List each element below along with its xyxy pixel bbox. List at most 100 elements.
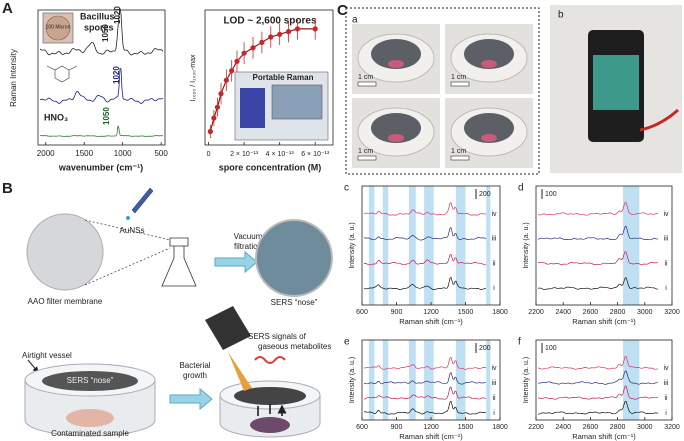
spectrum <box>537 355 659 370</box>
axis-label: Raman shift (cm⁻¹) <box>399 317 463 326</box>
scale-label: 200 <box>479 191 491 198</box>
x-tick-label: 2800 <box>610 309 626 316</box>
axis-label: Raman Intensity <box>9 49 18 107</box>
x-tick-label: 600 <box>356 424 368 431</box>
micrograph-disc <box>45 15 71 41</box>
spectrum <box>537 370 658 385</box>
band <box>424 186 434 305</box>
panel-label: B <box>2 180 13 197</box>
spectrum <box>537 225 658 241</box>
axis-label: Intensity (a. u.) <box>523 357 530 403</box>
axis-label: spore concentration (M) <box>219 162 322 172</box>
scale-label: 1 cm <box>451 148 466 155</box>
caption: SERS signals of <box>248 332 307 341</box>
x-tick-label: 500 <box>154 149 168 158</box>
data-point <box>223 77 229 83</box>
data-point <box>214 104 221 110</box>
spectrum <box>538 400 659 415</box>
probe <box>228 352 252 391</box>
step-label: Vacuum <box>234 232 263 241</box>
sub-label: f <box>518 337 521 348</box>
pipette <box>131 187 154 214</box>
reference-label: HNO₃ <box>44 112 68 122</box>
data-point <box>218 91 224 97</box>
spectrum <box>538 385 659 400</box>
band <box>455 340 466 420</box>
panel-label: C <box>337 2 348 19</box>
sub-label: c <box>344 183 349 194</box>
x-tick-label: 2400 <box>555 424 571 431</box>
trace-label: iii <box>492 380 497 387</box>
signal-wave <box>254 356 286 364</box>
x-tick-label: 900 <box>391 424 403 431</box>
band <box>623 340 640 420</box>
scale-label: 1 cm <box>451 74 466 81</box>
spectrum <box>363 371 487 385</box>
band <box>368 186 375 305</box>
axis-label: Intensity (a. u.) <box>349 357 356 403</box>
guide <box>84 247 171 286</box>
caption: SERS “nose” <box>271 298 318 307</box>
spectrum <box>363 253 487 266</box>
axis-label: Raman shift (cm⁻¹) <box>399 432 463 441</box>
trace-label: iii <box>664 380 669 387</box>
band <box>408 340 416 420</box>
x-tick-label: 3000 <box>637 309 653 316</box>
x-tick-label: 3200 <box>664 424 680 431</box>
trace-label: ii <box>492 395 496 402</box>
x-tick-label: 3000 <box>637 424 653 431</box>
flask <box>161 237 197 287</box>
band <box>486 186 491 305</box>
spectrum <box>39 125 164 137</box>
axis-label: Raman shift (cm⁻¹) <box>572 317 636 326</box>
band <box>382 340 389 420</box>
axis-label: Intensity (a. u.) <box>349 222 356 268</box>
trace-label: i <box>665 285 667 292</box>
x-tick-label: 4 × 10⁻¹³ <box>266 151 295 158</box>
inset-label: Portable Raman <box>253 73 314 82</box>
molecule <box>46 65 78 83</box>
membrane <box>26 213 104 291</box>
trace-label: i <box>493 410 495 417</box>
spectrum <box>537 277 659 290</box>
guide <box>84 219 171 241</box>
band <box>424 340 434 420</box>
spectrum <box>363 386 487 400</box>
sample <box>250 417 290 433</box>
data-point <box>277 31 283 37</box>
sample <box>66 409 114 427</box>
pointer <box>27 359 39 373</box>
scale-label: 1 cm <box>358 74 373 81</box>
step-label: growth <box>183 371 207 380</box>
band <box>382 186 389 305</box>
trace-label: ii <box>664 395 668 402</box>
scale-bar <box>357 81 377 87</box>
x-tick-label: 1800 <box>492 424 508 431</box>
trace-label: iii <box>664 236 669 243</box>
x-tick-label: 2000 <box>37 149 55 158</box>
spectrum <box>363 276 487 291</box>
x-tick-label: 1500 <box>75 149 93 158</box>
plot-frame <box>204 9 334 146</box>
peak-label: 1020 <box>112 66 121 84</box>
caption: AAO filter membrane <box>28 297 103 306</box>
band <box>455 186 466 305</box>
nose <box>464 39 514 69</box>
plot-title: LOD ~ 2,600 spores <box>223 16 317 27</box>
peak-label: 1050 <box>101 24 110 42</box>
band <box>486 340 491 420</box>
data-point <box>241 50 247 56</box>
scale-label: 1 cm <box>358 148 373 155</box>
spectrum <box>363 400 487 415</box>
phone-screen <box>593 55 639 110</box>
data-point <box>229 68 235 74</box>
peak-label: 1020 <box>113 6 122 24</box>
sers-nose <box>255 219 333 297</box>
axis-label: Raman shift (cm⁻¹) <box>572 432 636 441</box>
x-tick-label: 2200 <box>528 309 544 316</box>
scale-label: 200 <box>479 345 491 352</box>
trace-label: i <box>665 410 667 417</box>
scale-label: 100 <box>545 345 557 352</box>
data-point <box>294 26 301 32</box>
